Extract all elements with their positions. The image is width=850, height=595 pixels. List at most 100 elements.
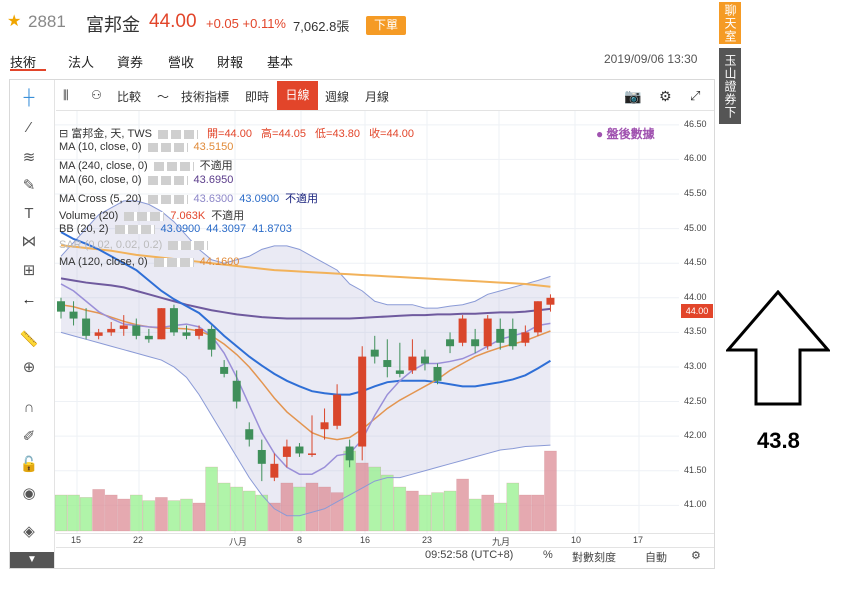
- legend-controls[interactable]: [147, 142, 188, 152]
- tab-margin[interactable]: 資券: [117, 55, 144, 70]
- clock-time: 09:52:58 (UTC+8): [425, 549, 514, 561]
- legend-controls[interactable]: [153, 257, 194, 267]
- interval-intraday[interactable]: 即時: [245, 90, 270, 104]
- y-tick: 44.50: [684, 257, 707, 268]
- fib-tool-icon[interactable]: ≋: [22, 149, 36, 166]
- legend-controls[interactable]: [147, 175, 188, 185]
- indicators-button[interactable]: 技術指標: [181, 90, 230, 104]
- candle-body: [395, 370, 404, 374]
- interval-monthly[interactable]: 月線: [365, 90, 390, 104]
- chat-room-button[interactable]: 聊天室: [719, 2, 741, 44]
- legend-ma120-label: MA (120, close, 0): [59, 256, 148, 268]
- visibility-eye-icon[interactable]: ◉: [22, 485, 36, 502]
- candle-body: [533, 301, 542, 333]
- tab-financials[interactable]: 財報: [217, 55, 244, 70]
- compare-button[interactable]: 比較: [117, 90, 142, 104]
- legend-controls[interactable]: [157, 129, 198, 139]
- price-chart[interactable]: [55, 111, 679, 533]
- volume-bar: [494, 502, 507, 532]
- zoom-in-icon[interactable]: ⊕: [22, 359, 36, 376]
- candle-body: [94, 332, 103, 336]
- measure-tool-icon[interactable]: ⊞: [22, 262, 36, 279]
- camera-icon[interactable]: 📷: [624, 88, 642, 104]
- candle-body: [207, 328, 216, 350]
- y-tick: 45.00: [684, 222, 707, 233]
- ma120-line: [60, 244, 551, 288]
- y-tick: 41.50: [684, 464, 707, 475]
- y-tick: 46.50: [684, 118, 707, 129]
- volume-bar: [431, 492, 444, 532]
- legend-ma240-value: 不適用: [199, 160, 233, 172]
- interval-weekly[interactable]: 週線: [325, 90, 350, 104]
- volume-bar: [79, 497, 93, 532]
- candle-type-icon[interactable]: ⫼: [63, 88, 69, 102]
- stock-name: 富邦金: [86, 15, 140, 35]
- candle-body: [107, 328, 116, 333]
- text-tool-icon[interactable]: T: [24, 205, 34, 222]
- chart-status-bar: [56, 547, 714, 568]
- legend-sar: SAR (0.02, 0.02, 0.2): [59, 239, 209, 251]
- esun-order-button[interactable]: 玉山證券下單: [701, 48, 741, 124]
- place-order-button[interactable]: 下單: [366, 16, 406, 35]
- volume-bar: [305, 482, 319, 532]
- legend-controls[interactable]: [147, 194, 188, 204]
- after-hours-data[interactable]: ● 盤後數據: [596, 127, 655, 141]
- layers-icon[interactable]: ◈: [23, 523, 35, 540]
- axis-settings-icon[interactable]: ⚙: [691, 550, 701, 562]
- volume-bar: [468, 498, 482, 532]
- candle-body: [320, 422, 329, 430]
- legend-controls[interactable]: [124, 211, 165, 221]
- y-tick: 45.50: [684, 188, 707, 199]
- compare-icon[interactable]: ⚇: [91, 88, 102, 102]
- lock-drawing-icon[interactable]: ✐: [22, 428, 36, 445]
- bb-upper-line: [60, 200, 551, 309]
- crosshair-icon[interactable]: ┼: [23, 89, 35, 106]
- bollinger-band-fill: [61, 200, 551, 516]
- legend-controls[interactable]: [153, 161, 194, 171]
- trade-volume: 7,062.8張: [293, 19, 350, 34]
- legend-controls[interactable]: [168, 240, 209, 250]
- tab-technical[interactable]: 技術: [10, 55, 37, 70]
- volume-bar: [268, 502, 281, 532]
- candle-body: [132, 325, 141, 336]
- up-arrow-annotation: [726, 290, 830, 406]
- x-tick: 15: [71, 535, 82, 545]
- auto-scale-button[interactable]: 自動: [645, 552, 667, 564]
- tab-basic[interactable]: 基本: [267, 55, 294, 70]
- x-tick: 10: [571, 535, 582, 545]
- pattern-tool-icon[interactable]: ⋈: [21, 233, 37, 250]
- legend-controls[interactable]: [114, 224, 155, 234]
- legend-high: 高=44.05: [261, 128, 306, 140]
- percent-scale-button[interactable]: %: [543, 549, 553, 561]
- fullscreen-icon[interactable]: ⤢: [690, 88, 701, 103]
- magnet-icon[interactable]: ∩: [23, 399, 35, 416]
- interval-daily[interactable]: 日線: [277, 81, 318, 110]
- chart-frame: [9, 79, 715, 569]
- legend-macross-v3: 不適用: [285, 193, 319, 205]
- tab-institutional[interactable]: 法人: [68, 55, 95, 70]
- candle-body: [169, 308, 178, 333]
- bb-lower-line: [60, 331, 551, 517]
- tab-revenue[interactable]: 營收: [168, 55, 195, 70]
- back-arrow-icon[interactable]: ←: [21, 291, 37, 308]
- ma5-line: [60, 283, 551, 475]
- ma60-line: [60, 277, 551, 320]
- candle-body: [546, 297, 555, 305]
- candle-body: [370, 349, 379, 357]
- annotation-value: 43.8: [757, 428, 800, 453]
- ruler-icon[interactable]: 📏: [19, 331, 39, 348]
- collapse-chevron-icon[interactable]: ▼: [10, 552, 54, 568]
- legend-bb-v3: 41.8703: [252, 223, 292, 235]
- brush-icon[interactable]: ✎: [22, 177, 36, 194]
- legend-ma10-value: 43.5150: [193, 141, 234, 153]
- unlock-icon[interactable]: 🔓: [19, 456, 39, 473]
- candle-body: [483, 318, 492, 347]
- chart-toolbar: [56, 80, 714, 111]
- log-scale-button[interactable]: 對數刻度: [572, 552, 616, 564]
- trendline-icon[interactable]: ⁄: [27, 119, 31, 136]
- indicators-icon[interactable]: 〜: [157, 90, 170, 104]
- settings-gear-icon[interactable]: ⚙: [659, 88, 672, 104]
- timestamp: 2019/09/06 13:30: [604, 52, 698, 66]
- volume-bar: [506, 482, 520, 532]
- favorite-star-icon[interactable]: ★: [7, 13, 22, 30]
